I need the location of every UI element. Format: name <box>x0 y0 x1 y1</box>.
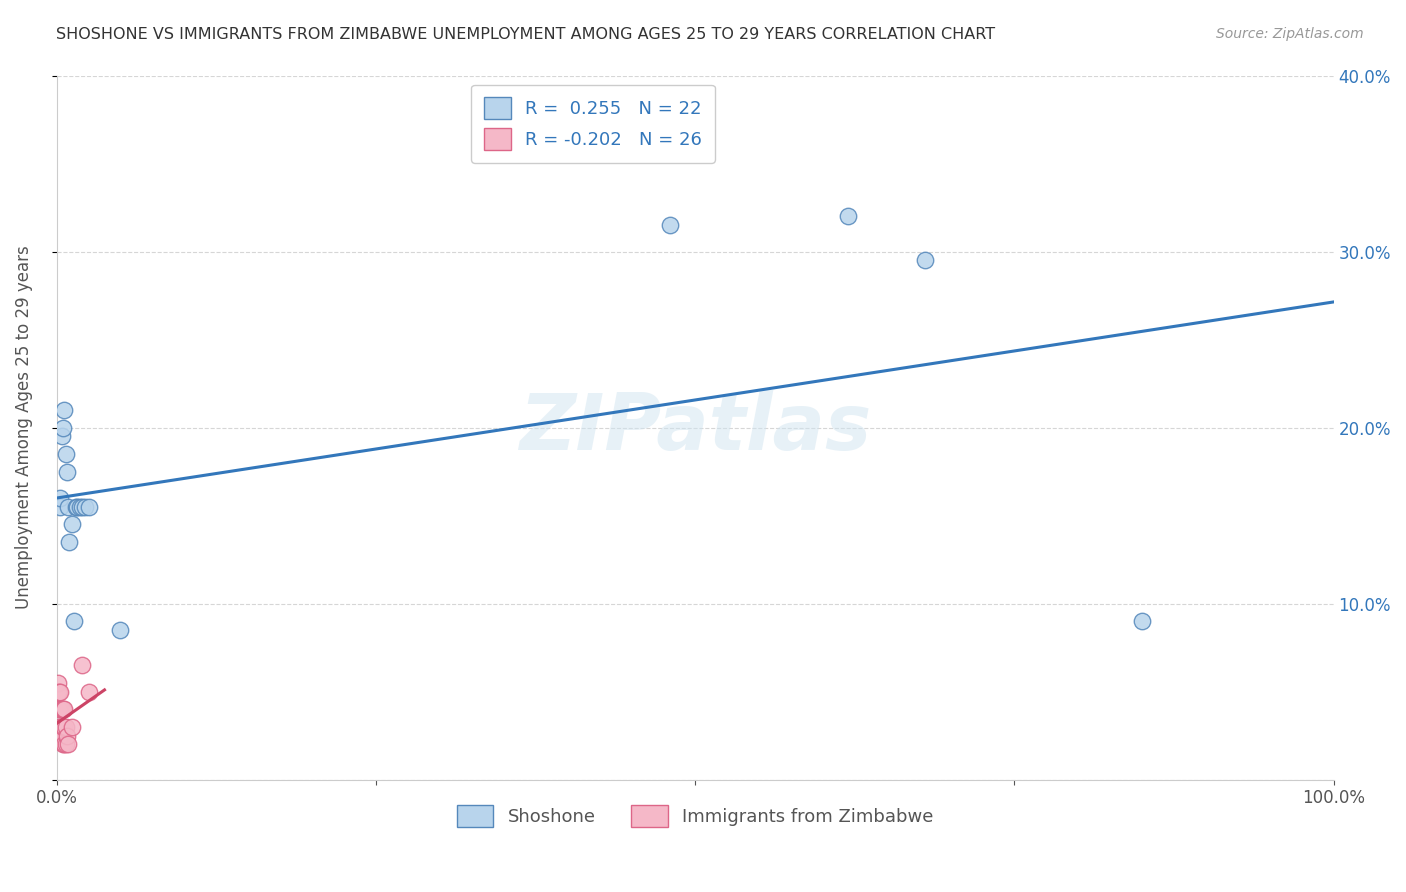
Point <box>55 738 77 752</box>
Point <box>110 623 132 637</box>
Point <box>49 684 72 698</box>
Point <box>49 500 72 514</box>
Point <box>60 517 83 532</box>
Point <box>46 675 69 690</box>
Point <box>51 729 73 743</box>
Point <box>53 720 76 734</box>
Point <box>48 702 70 716</box>
Point <box>56 500 79 514</box>
Point <box>63 614 86 628</box>
Point <box>56 738 79 752</box>
Point <box>52 420 75 434</box>
Y-axis label: Unemployment Among Ages 25 to 29 years: Unemployment Among Ages 25 to 29 years <box>15 245 32 609</box>
Point <box>658 218 681 232</box>
Point <box>55 720 77 734</box>
Point <box>58 535 80 549</box>
Point <box>55 447 77 461</box>
Point <box>49 491 72 505</box>
Point <box>52 729 75 743</box>
Point <box>51 429 73 443</box>
Point <box>56 729 79 743</box>
Point <box>77 500 100 514</box>
Point <box>49 729 72 743</box>
Point <box>77 684 100 698</box>
Point <box>51 702 73 716</box>
Text: SHOSHONE VS IMMIGRANTS FROM ZIMBABWE UNEMPLOYMENT AMONG AGES 25 TO 29 YEARS CORR: SHOSHONE VS IMMIGRANTS FROM ZIMBABWE UNE… <box>56 27 995 42</box>
Point <box>53 738 76 752</box>
Point <box>69 500 91 514</box>
Point <box>1130 614 1153 628</box>
Point <box>914 253 936 268</box>
Point <box>70 500 93 514</box>
Point <box>49 702 72 716</box>
Point <box>49 720 72 734</box>
Point <box>52 720 75 734</box>
Legend: Shoshone, Immigrants from Zimbabwe: Shoshone, Immigrants from Zimbabwe <box>450 797 941 834</box>
Point <box>70 658 93 673</box>
Point <box>48 684 70 698</box>
Point <box>837 210 859 224</box>
Text: Source: ZipAtlas.com: Source: ZipAtlas.com <box>1216 27 1364 41</box>
Point <box>73 500 96 514</box>
Point <box>52 738 75 752</box>
Point <box>53 702 76 716</box>
Point <box>56 465 79 479</box>
Text: ZIPatlas: ZIPatlas <box>519 390 872 466</box>
Point <box>51 720 73 734</box>
Point <box>46 684 69 698</box>
Point <box>65 500 87 514</box>
Point <box>66 500 89 514</box>
Point <box>48 720 70 734</box>
Point <box>52 702 75 716</box>
Point <box>60 720 83 734</box>
Point <box>53 403 76 417</box>
